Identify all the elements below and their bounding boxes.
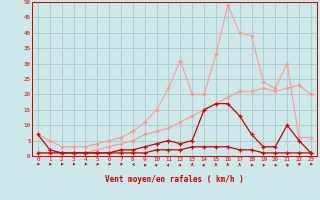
X-axis label: Vent moyen/en rafales ( km/h ): Vent moyen/en rafales ( km/h ) [105, 175, 244, 184]
